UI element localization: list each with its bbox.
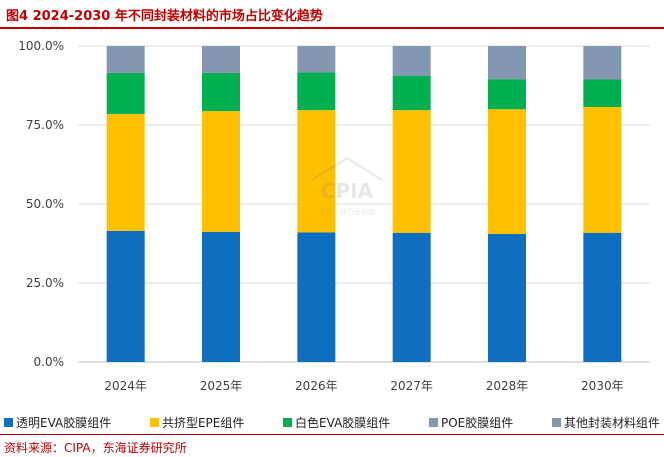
stacked-bar-chart: 0.0% 25.0% 50.0% 75.0% 100.0% 2024年 2025年 2026年…: [18, 39, 650, 393]
bar-segment: [488, 109, 526, 235]
legend-label: 其他封装材料组件: [563, 415, 660, 430]
legend-label: 透明EVA胶膜组件: [16, 415, 112, 430]
bar-segment: [392, 232, 431, 362]
legend-swatch: [4, 417, 13, 427]
legend-item: 其他封装材料组件: [551, 414, 660, 430]
x-tick-label: 2028年: [486, 379, 529, 393]
y-tick-label: 50.0%: [26, 197, 64, 211]
bar-segment: [106, 46, 145, 73]
chart-title: 图4 2024-2030 年不同封装材料的市场占比变化趋势: [6, 9, 323, 24]
cpia-watermark-logo: CPIA 中国光伏行业协会: [311, 156, 383, 216]
legend-item: 白色EVA胶膜组件: [283, 414, 390, 430]
x-tick-label: 2025年: [200, 379, 243, 393]
bar-segment: [297, 232, 336, 362]
chart-legend: 透明EVA胶膜组件 共挤型EPE组件 白色EVA胶膜组件 POE胶膜组件 其他封装材料组…: [4, 414, 660, 430]
source-divider: [0, 434, 664, 435]
source-note: 资料来源：CIPA，东海证券研究所: [4, 441, 187, 455]
legend-label: 白色EVA胶膜组件: [295, 415, 391, 430]
legend-label: 共挤型EPE组件: [161, 415, 245, 430]
legend-item: 透明EVA胶膜组件: [4, 414, 111, 430]
bar-segment: [488, 79, 526, 110]
bar-segment: [583, 46, 622, 80]
bar-segment: [106, 230, 145, 362]
svg-text:CPIA: CPIA: [321, 179, 374, 203]
legend-label: POE胶膜组件: [440, 415, 514, 430]
bar-segment: [106, 72, 145, 114]
legend-swatch: [428, 417, 438, 427]
bar-segment: [488, 234, 526, 362]
legend-item: POE胶膜组件: [428, 414, 514, 430]
x-tick-label: 2027年: [390, 379, 433, 393]
bar-segment: [202, 46, 240, 73]
bar-segment: [392, 110, 431, 233]
bar-segment: [297, 110, 336, 233]
bar-segment: [202, 231, 240, 362]
x-tick-label: 2026年: [295, 379, 338, 393]
y-tick-label: 25.0%: [26, 276, 64, 290]
bar-segment: [297, 72, 336, 111]
bar-segment: [583, 232, 622, 362]
legend-swatch: [551, 417, 561, 427]
y-tick-label: 0.0%: [34, 355, 65, 369]
bar-segment: [583, 106, 622, 233]
bar-segment: [392, 76, 431, 111]
y-tick-label: 100.0%: [18, 39, 64, 53]
bar-segment: [202, 111, 240, 232]
title-divider: [0, 27, 664, 29]
x-tick-label: 2024年: [104, 379, 147, 393]
bar-segment: [488, 46, 526, 80]
bar-segment: [583, 79, 622, 107]
svg-text:中国光伏行业协会: 中国光伏行业协会: [319, 207, 375, 216]
y-tick-label: 75.0%: [26, 118, 64, 132]
bar-segment: [392, 46, 431, 77]
legend-item: 共挤型EPE组件: [149, 414, 245, 430]
bar-segment: [297, 46, 336, 73]
bar-segment: [202, 72, 240, 112]
legend-swatch: [283, 417, 293, 427]
bar-segment: [106, 113, 145, 231]
x-tick-label: 2030年: [581, 379, 624, 393]
legend-swatch: [149, 417, 159, 427]
